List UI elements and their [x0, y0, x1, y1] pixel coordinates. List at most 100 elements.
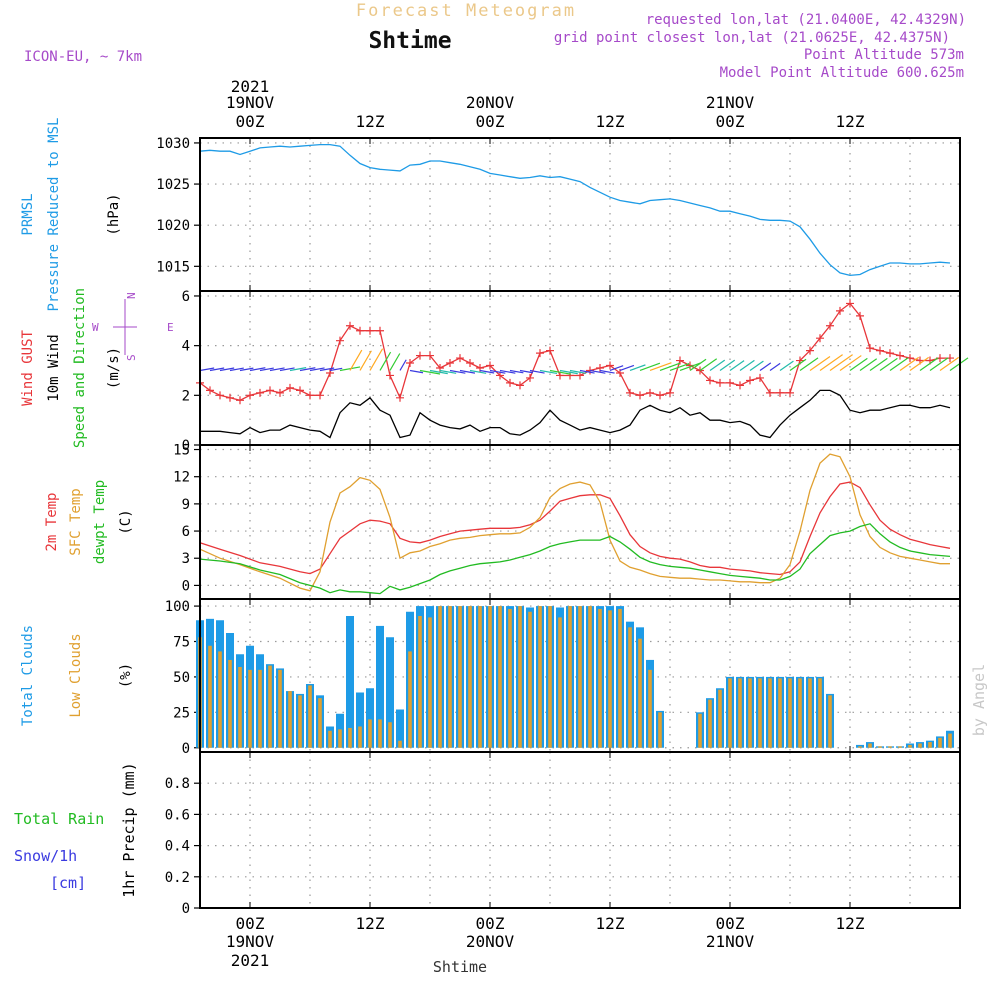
wind-arrow — [349, 349, 363, 371]
gust-marker — [736, 381, 744, 390]
wind-arrow — [269, 367, 285, 372]
low-cloud-bar — [268, 665, 272, 748]
panel-wind: 0 2 4 6 Wind GUST 10m Wind Speed and Direction… — [20, 288, 969, 454]
point-altitude: Point Altitude 573m — [804, 47, 964, 63]
wind-arrow — [409, 369, 424, 374]
gust-marker — [466, 359, 474, 368]
compass-s: S — [125, 354, 138, 361]
compass-e: E — [167, 321, 174, 334]
y-tick-label: 0 — [182, 438, 190, 454]
low-cloud-bar — [558, 617, 562, 748]
low-cloud-bar — [718, 689, 722, 748]
wind-arrow — [629, 364, 646, 372]
low-cloud-bar — [618, 608, 622, 748]
gust-marker — [396, 393, 404, 402]
top-time-label: 12Z — [356, 112, 385, 131]
wind-arrow — [429, 369, 448, 375]
series-line — [199, 481, 951, 576]
low-cloud-bar — [278, 669, 282, 748]
low-cloud-bar — [218, 651, 222, 748]
y-tick-label: 75 — [173, 635, 190, 651]
total-cloud-bar — [396, 709, 404, 748]
rain-label: Total Rain — [14, 810, 104, 828]
low-cloud-bar — [488, 606, 492, 748]
y-tick-label: 25 — [173, 705, 190, 721]
wind-arrow — [749, 360, 764, 371]
model-altitude: Model Point Altitude 600.625m — [720, 65, 964, 81]
total-cloud-bar — [386, 637, 394, 748]
wind-arrow — [419, 369, 441, 375]
wind-arrow — [729, 360, 745, 371]
low-cloud-bar — [458, 606, 462, 748]
series-line — [199, 453, 950, 592]
y-tick-label: 0.2 — [165, 870, 190, 886]
wind-arrow — [659, 362, 681, 372]
low-cloud-bar — [918, 743, 922, 748]
gust-marker — [626, 388, 634, 397]
wind-arrow — [489, 369, 506, 374]
wind-arrow — [869, 357, 888, 371]
wind-arrow — [259, 367, 274, 372]
wind-arrow — [919, 357, 939, 371]
wind-arrow — [509, 369, 524, 374]
wind-arrow — [529, 369, 545, 374]
low-cloud-bar — [518, 606, 522, 748]
low-cloud-bar — [338, 729, 342, 748]
gust-marker — [526, 373, 534, 382]
low-cloud-bar — [908, 744, 912, 748]
low-cloud-bar — [818, 678, 822, 748]
wind-arrow — [279, 367, 295, 372]
low-cloud-bar — [808, 678, 812, 748]
gust-marker — [756, 373, 764, 382]
wind-arrow — [359, 350, 372, 371]
bottom-date-label: 21NOV — [706, 932, 755, 951]
gust-marker — [766, 388, 774, 397]
wind-arrow — [809, 355, 831, 371]
wind-arrow — [639, 362, 661, 372]
wind-arrow — [829, 354, 853, 371]
low-cloud-bar — [548, 606, 552, 748]
series-line — [199, 143, 951, 277]
panel-label: SFC Temp — [68, 488, 84, 555]
panel-label: 2m Temp — [44, 492, 60, 551]
compass-w: W — [92, 321, 99, 334]
wind-arrow — [329, 367, 343, 372]
y-tick-label: 1030 — [156, 136, 190, 152]
total-cloud-bar — [346, 616, 354, 748]
low-cloud-bar — [568, 606, 572, 748]
gust-marker — [246, 391, 254, 400]
wind-arrow — [689, 358, 707, 371]
low-cloud-bar — [418, 616, 422, 748]
panel-label: Low Clouds — [68, 633, 84, 717]
low-cloud-bar — [598, 608, 602, 748]
low-cloud-bar — [438, 606, 442, 748]
wind-arrow — [879, 357, 898, 371]
gust-marker — [866, 344, 874, 353]
gust-marker — [706, 376, 714, 385]
wind-arrow — [299, 367, 316, 372]
snow-unit-label: [cm] — [50, 874, 86, 892]
panel-label: PRMSL — [20, 193, 36, 235]
gust-marker — [226, 393, 234, 402]
wind-arrow — [619, 364, 635, 372]
panel-label: (%) — [118, 663, 134, 688]
wind-arrow — [309, 367, 325, 372]
wind-arrow — [549, 369, 571, 375]
y-tick-label: 12 — [173, 470, 190, 486]
wind-arrow — [939, 356, 960, 371]
y-tick-label: 1020 — [156, 218, 190, 234]
gust-marker — [746, 376, 754, 385]
gust-marker — [426, 351, 434, 360]
gust-marker — [316, 391, 324, 400]
gust-marker — [606, 361, 614, 370]
wind-arrow — [449, 369, 466, 374]
wind-arrow — [779, 360, 794, 371]
panel-frame — [199, 137, 961, 292]
low-cloud-bar — [608, 610, 612, 748]
wind-arrow — [609, 365, 624, 372]
low-cloud-bar — [478, 606, 482, 748]
low-cloud-bar — [238, 667, 242, 748]
gust-marker — [266, 386, 274, 395]
header: Forecast Meteogram Shtime ICON-EU, ~ 7km… — [24, 1, 966, 81]
